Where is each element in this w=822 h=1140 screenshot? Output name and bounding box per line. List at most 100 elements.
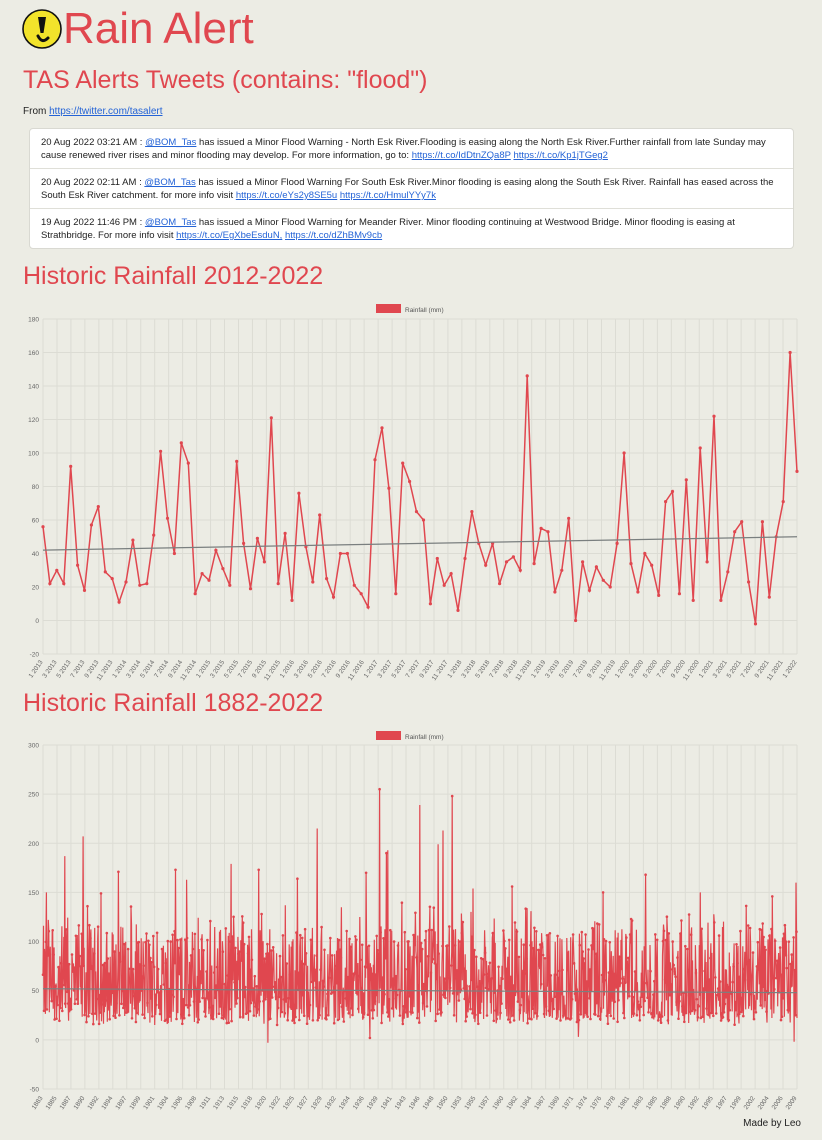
data-point [367, 944, 371, 948]
data-point [689, 933, 693, 936]
data-point [85, 1020, 88, 1024]
data-point [677, 1017, 680, 1020]
data-point [200, 572, 204, 576]
data-point [121, 989, 124, 993]
data-point [122, 1006, 125, 1010]
data-point [592, 930, 595, 933]
tweet-separator: : [136, 217, 145, 228]
data-point [753, 1007, 757, 1010]
data-point [351, 1013, 354, 1017]
data-point [486, 972, 490, 976]
data-point [623, 1016, 626, 1020]
data-point [303, 927, 307, 931]
tweet-link[interactable]: https://t.co/eYs2y8SE5u [235, 190, 338, 201]
data-point [691, 598, 695, 602]
data-point [182, 1016, 186, 1020]
data-point [269, 416, 273, 420]
data-point [369, 978, 373, 982]
tweet-link[interactable]: https://t.co/Kp1jTGeg2 [513, 150, 608, 161]
data-point [381, 976, 384, 979]
x-tick-label: 1962 [505, 1095, 519, 1111]
x-tick-label: 1 2022 [781, 659, 798, 680]
data-point [314, 986, 318, 989]
tweet-text: has issued a Minor Flood Warning For Sou… [41, 177, 774, 201]
data-point [275, 1023, 279, 1027]
data-point [470, 978, 473, 982]
data-point [283, 1011, 287, 1015]
data-point [507, 1018, 510, 1021]
mention-link[interactable]: @BOM_Tas [144, 217, 197, 228]
source-link[interactable]: https://twitter.com/tasalert [49, 106, 163, 117]
data-point [193, 932, 197, 936]
data-point [646, 996, 649, 999]
data-point [365, 966, 369, 969]
data-point [245, 1011, 249, 1015]
data-point [87, 1015, 90, 1018]
data-point [515, 930, 519, 933]
data-point [755, 965, 759, 968]
data-point [664, 500, 668, 504]
data-point [188, 1004, 192, 1007]
data-point [75, 998, 79, 1001]
data-point [62, 582, 66, 586]
data-point [229, 940, 232, 943]
data-point [211, 1017, 215, 1021]
data-point [442, 993, 445, 997]
data-point [463, 997, 467, 1001]
data-point [197, 1018, 200, 1021]
mention-link[interactable]: @BOM_Tas [145, 137, 197, 148]
tweet-link[interactable]: https://t.co/HmulYYy7k [339, 190, 436, 201]
data-point [236, 996, 239, 1000]
data-point [179, 441, 183, 445]
data-point [636, 590, 640, 594]
data-point [581, 950, 584, 953]
mention-link[interactable]: @BOM_Tas [144, 177, 196, 188]
data-point [297, 491, 301, 495]
data-point [603, 979, 607, 982]
data-point [316, 1018, 320, 1022]
data-point [298, 1018, 301, 1022]
data-point [766, 989, 769, 993]
data-point [643, 999, 646, 1003]
data-point [648, 1006, 651, 1009]
data-point [709, 956, 712, 960]
data-point [511, 555, 515, 559]
data-point [716, 987, 720, 990]
data-point [133, 1006, 137, 1010]
data-point [690, 1009, 694, 1013]
data-point [334, 964, 338, 968]
data-point [533, 926, 536, 930]
data-point [44, 940, 48, 944]
x-tick-label: 1995 [701, 1095, 715, 1111]
data-point [50, 999, 53, 1003]
data-point [203, 1010, 206, 1013]
data-point [570, 998, 574, 1001]
data-point [181, 1022, 184, 1026]
data-point [191, 947, 195, 951]
data-point [701, 1015, 704, 1018]
tweet-link[interactable]: https://t.co/EgXbeEsduN, [176, 230, 283, 241]
tweet-time: 19 Aug 2022 11:46 PM [41, 217, 137, 228]
data-point [769, 951, 772, 955]
tweet-link[interactable]: https://t.co/IdDtnZQa8P [411, 150, 511, 161]
data-point [551, 997, 555, 1001]
data-point [235, 459, 239, 463]
data-point [762, 935, 765, 939]
from-label: From [23, 106, 47, 117]
data-point [468, 985, 471, 988]
data-point [280, 1010, 284, 1014]
data-point [684, 944, 687, 948]
data-point [103, 961, 107, 965]
tweet-link[interactable]: https://t.co/dZhBMv9cb [284, 230, 383, 241]
data-point [117, 870, 120, 874]
data-point [700, 927, 703, 931]
data-point [241, 915, 244, 918]
tweet-separator: : [136, 177, 145, 188]
data-point [138, 963, 141, 966]
data-point [177, 946, 180, 950]
data-point [731, 980, 734, 984]
recent-rainfall-chart: Rainfall (mm) -20 0 20 40 60 80 100 120 140 160 180… [27, 304, 799, 682]
data-point [93, 1012, 97, 1015]
data-point [247, 935, 251, 939]
